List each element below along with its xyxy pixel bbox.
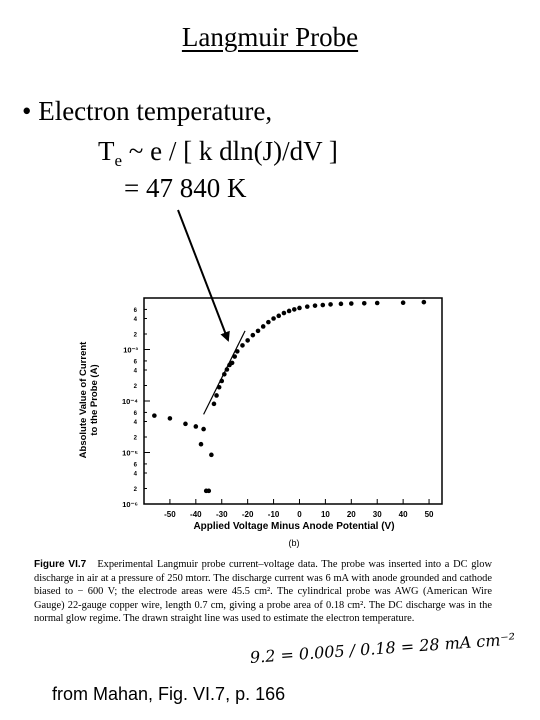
data-point <box>260 324 266 329</box>
data-point <box>328 302 333 307</box>
data-point <box>400 300 406 306</box>
data-point <box>224 367 230 372</box>
x-tick-label: 30 <box>373 510 382 519</box>
data-point <box>421 299 427 305</box>
data-point <box>255 328 261 334</box>
y-minor-label: 2 <box>134 384 138 390</box>
data-point <box>304 304 310 309</box>
x-tick-label: -10 <box>268 510 280 519</box>
data-point <box>219 378 225 384</box>
data-point <box>198 441 204 447</box>
x-tick-label: -30 <box>216 510 228 519</box>
data-point <box>361 300 367 306</box>
y-decade-label: 10⁻⁴ <box>122 397 138 406</box>
y-minor-label: 4 <box>134 317 138 323</box>
data-point <box>167 416 173 421</box>
data-point <box>209 452 214 458</box>
data-point <box>312 303 318 308</box>
y-decade-label: 10⁻⁵ <box>122 449 138 458</box>
data-point <box>286 308 292 314</box>
data-point <box>211 401 217 407</box>
source-citation: from Mahan, Fig. VI.7, p. 166 <box>52 684 286 704</box>
x-axis-label: Applied Voltage Minus Anode Potential (V… <box>193 521 394 532</box>
x-tick-label: -40 <box>190 510 202 519</box>
formula-subscript: e <box>114 151 123 170</box>
y-minor-label: 6 <box>134 308 138 314</box>
data-point <box>349 301 354 306</box>
data-point <box>222 371 227 377</box>
y-axis-label-line1: Absolute Value of Current <box>78 341 89 458</box>
data-point <box>152 413 157 418</box>
y-minor-label: 4 <box>134 471 138 477</box>
y-minor-label: 6 <box>134 462 138 468</box>
y-minor-label: 6 <box>134 359 138 365</box>
data-point <box>229 360 235 366</box>
temperature-formula: Te ~ e / [ k dln(J)/dV ] <box>98 136 338 171</box>
y-minor-label: 2 <box>134 435 138 441</box>
x-tick-label: 0 <box>297 510 302 519</box>
data-point <box>374 300 380 306</box>
bullet-electron-temperature: • Electron temperature, <box>22 96 272 127</box>
data-point <box>266 319 271 325</box>
formula-rhs: ~ e / [ k dln(J)/dV ] <box>122 136 338 166</box>
x-tick-label: 10 <box>321 510 330 519</box>
data-point <box>271 316 276 321</box>
data-point <box>216 384 222 390</box>
temperature-result: = 47 840 K <box>124 173 247 203</box>
data-point <box>201 426 206 432</box>
panel-label: (b) <box>289 538 300 548</box>
bullet-marker: • <box>22 96 32 126</box>
y-minor-label: 4 <box>134 368 138 374</box>
x-tick-label: -50 <box>164 510 176 519</box>
slide-title: Langmuir Probe <box>181 22 359 52</box>
data-point <box>206 488 212 494</box>
y-axis-label-line2: to the Probe (A) <box>89 364 100 435</box>
data-point <box>234 349 240 354</box>
data-point <box>276 313 282 319</box>
data-point <box>240 343 245 348</box>
data-point <box>338 301 344 307</box>
data-point <box>183 421 188 427</box>
figure-caption: Figure VI.7 Experimental Langmuir probe … <box>34 558 492 626</box>
data-point <box>320 302 326 308</box>
y-decade-label: 10⁻⁶ <box>122 500 138 509</box>
data-point <box>232 354 237 359</box>
data-point <box>245 338 250 343</box>
bullet-text: Electron temperature, <box>38 96 273 126</box>
x-tick-label: 40 <box>399 510 408 519</box>
data-point <box>214 393 219 398</box>
x-tick-label: -20 <box>242 510 254 519</box>
data-point <box>193 424 199 429</box>
pointer-arrow <box>177 209 230 342</box>
formula-lhs: T <box>98 136 115 166</box>
caption-text: Experimental Langmuir probe current–volt… <box>34 559 493 625</box>
caption-label: Figure VI.7 <box>34 559 87 570</box>
data-point <box>281 310 287 316</box>
data-point <box>250 332 256 338</box>
data-point <box>297 305 302 311</box>
y-minor-label: 4 <box>134 420 138 426</box>
x-tick-label: 20 <box>347 510 356 519</box>
x-tick-label: 50 <box>425 510 434 519</box>
y-minor-label: 6 <box>134 411 138 417</box>
plot-frame <box>143 297 443 505</box>
y-decade-label: 10⁻³ <box>123 346 138 355</box>
y-minor-label: 2 <box>134 487 138 493</box>
y-minor-label: 2 <box>134 332 138 338</box>
data-point <box>291 307 297 312</box>
